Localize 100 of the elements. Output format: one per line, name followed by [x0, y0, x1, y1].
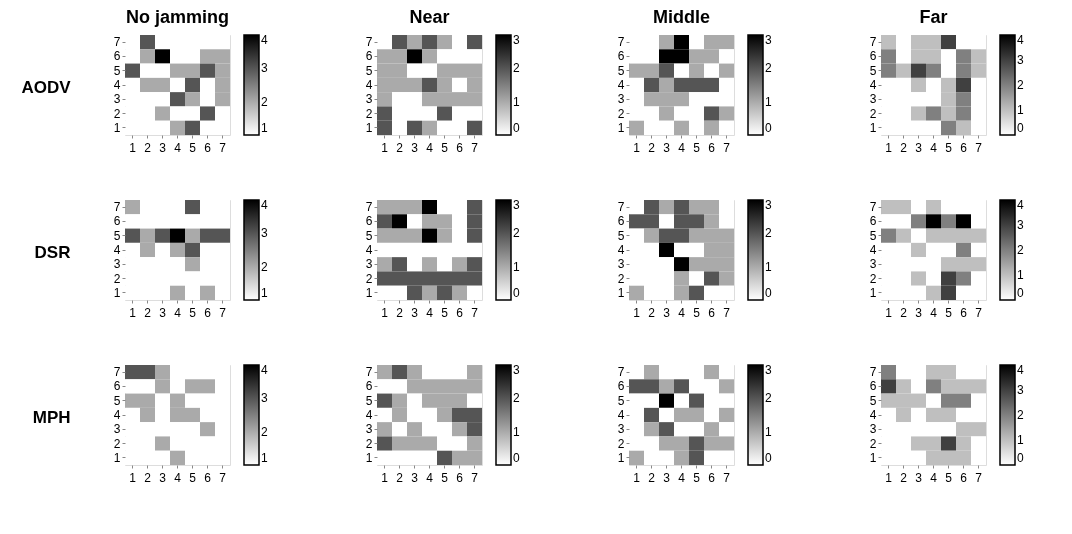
x-tick-label: 5 [945, 470, 953, 485]
color-bar-label: 4 [261, 33, 268, 47]
x-tick-label: 4 [426, 470, 434, 485]
color-bar-label: 3 [765, 33, 772, 47]
y-tick-label: 2 [365, 436, 373, 451]
color-bar-label: 1 [261, 286, 268, 300]
x-tick-label: 6 [960, 140, 968, 155]
y-axis-title: MPH [32, 407, 71, 427]
x-tick-label: 4 [678, 140, 686, 155]
color-bar-label: 2 [261, 94, 268, 109]
x-tick-label: 5 [189, 470, 197, 485]
color-bar-label: 4 [261, 363, 268, 377]
x-tick-label: 1 [633, 305, 641, 320]
x-tick-label: 7 [219, 470, 227, 485]
color-bar-label: 3 [1017, 383, 1024, 397]
x-tick-label: 4 [426, 140, 434, 155]
y-axis-title: AODV [21, 77, 72, 97]
y-tick-label: 3 [365, 422, 373, 437]
color-bar-label: 3 [261, 226, 268, 241]
x-tick-label: 5 [189, 305, 197, 320]
x-tick-label: 2 [144, 305, 152, 320]
y-tick-label: 1 [365, 450, 373, 465]
chart-title: Near [409, 7, 450, 27]
y-tick-label: 7 [869, 35, 877, 50]
y-tick-label: 4 [365, 78, 373, 92]
color-bar-label: 3 [765, 363, 772, 377]
x-tick-label: 5 [693, 470, 701, 485]
x-tick-label: 6 [456, 305, 464, 320]
y-tick-label: 2 [365, 106, 373, 121]
color-bar-label: 1 [513, 259, 520, 274]
color-bar-label: 1 [765, 259, 772, 274]
color-bar-label: 0 [765, 451, 772, 465]
x-tick-label: 5 [441, 140, 449, 155]
x-tick-label: 2 [648, 305, 656, 320]
y-tick-label: 7 [617, 200, 625, 215]
y-tick-label: 7 [365, 200, 373, 215]
x-tick-label: 1 [381, 305, 389, 320]
color-bar-label: 4 [1017, 198, 1024, 212]
x-tick-label: 3 [411, 305, 419, 320]
y-tick-label: 3 [869, 422, 877, 437]
y-tick-label: 6 [365, 49, 373, 64]
y-tick-label: 2 [113, 106, 121, 121]
x-tick-label: 7 [975, 470, 983, 485]
y-tick-label: 3 [869, 257, 877, 272]
x-tick-label: 6 [960, 305, 968, 320]
color-bar-label: 0 [765, 286, 772, 300]
color-bar-label: 1 [513, 94, 520, 109]
x-tick-label: 6 [204, 140, 212, 155]
chart-title: Far [919, 7, 948, 27]
x-tick-label: 4 [174, 140, 182, 155]
color-bar-label: 2 [513, 391, 520, 406]
x-tick-label: 1 [885, 305, 893, 320]
color-bar-label: 3 [261, 61, 268, 76]
color-bar-label: 2 [513, 61, 520, 76]
x-tick-label: 2 [648, 470, 656, 485]
x-tick-label: 1 [129, 140, 137, 155]
y-tick-label: 7 [113, 35, 121, 50]
y-tick-label: 7 [617, 365, 625, 380]
y-tick-label: 1 [869, 285, 877, 300]
color-bar-label: 0 [513, 451, 520, 465]
x-tick-label: 2 [648, 140, 656, 155]
x-tick-label: 3 [663, 140, 671, 155]
color-bar-label: 2 [1017, 243, 1024, 257]
x-tick-label: 2 [900, 470, 908, 485]
y-tick-label: 3 [365, 92, 373, 107]
x-tick-label: 1 [633, 470, 641, 485]
y-tick-label: 4 [617, 243, 625, 257]
y-tick-label: 6 [113, 214, 121, 229]
x-tick-label: 3 [915, 470, 923, 485]
y-tick-label: 7 [617, 35, 625, 50]
x-tick-label: 7 [471, 470, 479, 485]
x-tick-label: 6 [456, 470, 464, 485]
x-tick-label: 4 [426, 305, 434, 320]
x-tick-label: 4 [174, 470, 182, 485]
x-tick-label: 7 [219, 140, 227, 155]
x-tick-label: 3 [915, 140, 923, 155]
y-tick-label: 6 [617, 49, 625, 64]
color-bar-label: 1 [513, 424, 520, 439]
y-tick-label: 5 [869, 393, 877, 408]
y-tick-label: 6 [365, 214, 373, 229]
color-bar-label: 3 [513, 363, 520, 377]
x-tick-label: 6 [708, 470, 716, 485]
chart-title: No jamming [125, 7, 230, 27]
y-tick-label: 5 [365, 63, 373, 78]
y-tick-label: 4 [869, 243, 877, 257]
x-tick-label: 3 [411, 140, 419, 155]
x-tick-label: 2 [396, 140, 404, 155]
color-bar-label: 0 [513, 121, 520, 135]
color-bar-label: 2 [765, 61, 772, 76]
x-tick-label: 6 [708, 140, 716, 155]
y-tick-label: 4 [365, 243, 373, 257]
x-tick-label: 4 [678, 470, 686, 485]
y-tick-label: 3 [617, 422, 625, 437]
y-tick-label: 3 [617, 92, 625, 107]
y-tick-label: 6 [365, 379, 373, 394]
y-tick-label: 7 [869, 365, 877, 380]
x-tick-label: 3 [159, 140, 167, 155]
color-bar-label: 3 [261, 391, 268, 406]
y-tick-label: 4 [113, 243, 121, 257]
x-tick-label: 3 [663, 470, 671, 485]
